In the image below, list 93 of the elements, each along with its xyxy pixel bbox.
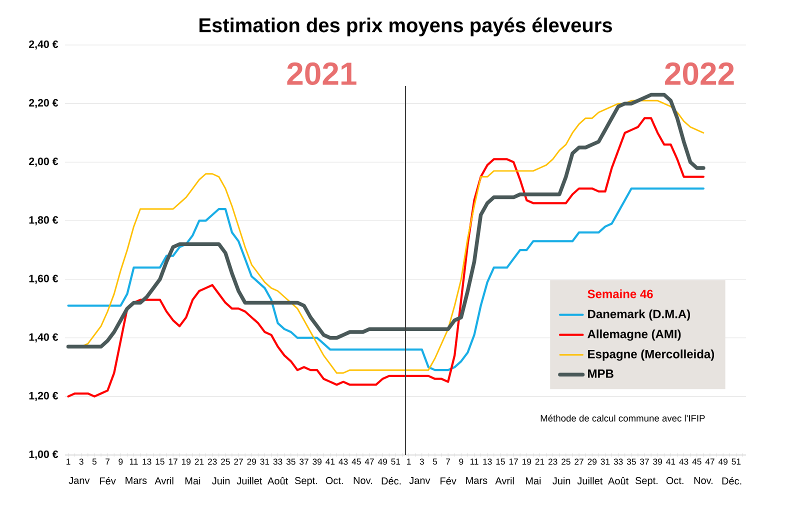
legend-title: Semaine 46	[588, 289, 653, 298]
x-tick-label: 5	[432, 458, 438, 465]
text: Avril	[495, 477, 514, 484]
x-tick-label: 33	[273, 458, 282, 465]
x-tick-label: 47	[705, 458, 714, 465]
x-tick-label: 5	[92, 458, 97, 465]
legend-label: Espagne (Mercolleida)	[588, 350, 714, 361]
text: Mars	[466, 477, 488, 484]
text: Nov.	[354, 477, 372, 484]
x-tick-label: 15	[496, 458, 505, 465]
x-tick-label: 3	[79, 458, 84, 465]
y-tick-label: 2,40 €	[29, 40, 58, 50]
x-tick-label: 33	[614, 458, 623, 465]
text: Août	[268, 477, 288, 484]
x-tick-label: 21	[535, 458, 544, 465]
y-tick-label: 1,40 €	[29, 333, 58, 342]
x-tick-label: 17	[509, 458, 518, 465]
x-tick-label: 37	[640, 458, 649, 465]
x-tick-label: 29	[588, 458, 597, 465]
x-tick-label: 1	[407, 458, 411, 465]
x-tick-label: 27	[574, 458, 584, 465]
legend-label: Allemagne (AMI)	[588, 329, 681, 341]
x-tick-label: 19	[522, 458, 532, 465]
x-tick-label: 9	[459, 458, 464, 465]
x-tick-label: 49	[378, 458, 387, 465]
y-tick-label: 2,20 €	[29, 99, 58, 108]
text: Juin	[212, 477, 230, 484]
x-tick-label: 43	[679, 458, 688, 465]
x-tick-label: 51	[391, 458, 400, 465]
x-tick-label: 13	[142, 458, 152, 465]
x-tick-label: 3	[420, 458, 424, 465]
x-tick-label: 25	[221, 458, 230, 465]
text: Mai	[185, 477, 200, 484]
legend-label: Danemark (D.M.A)	[588, 309, 690, 321]
x-tick-label: 31	[260, 458, 270, 465]
x-tick-label: 35	[626, 458, 636, 465]
x-tick-label: 19	[182, 458, 191, 465]
x-tick-label: 41	[666, 458, 676, 465]
x-tick-label: 37	[300, 458, 308, 465]
text: Fév	[440, 477, 456, 485]
x-tick-label: 45	[692, 458, 702, 465]
annotation: 2022	[665, 62, 734, 86]
x-tick-label: 23	[208, 458, 217, 465]
text: Juin	[552, 477, 570, 484]
x-tick-label: 27	[234, 458, 243, 465]
x-tick-label: 49	[718, 458, 728, 465]
y-tick-label: 1,80 €	[29, 216, 58, 226]
x-tick-label: 23	[548, 458, 558, 465]
text: Mai	[526, 477, 541, 484]
text: Oct.	[326, 477, 343, 484]
text: Nov.	[694, 477, 712, 484]
text: Juillet	[577, 477, 603, 484]
text: Janv	[68, 477, 90, 484]
x-tick-label: 17	[168, 458, 178, 465]
y-tick-label: 1,00 €	[29, 450, 58, 460]
x-tick-label: 29	[247, 458, 256, 465]
y-tick-label: 1,60 €	[29, 274, 58, 284]
x-tick-label: 43	[338, 458, 348, 465]
x-tick-label: 31	[600, 458, 610, 465]
x-tick-label: 15	[156, 458, 164, 465]
text: Sept.	[635, 477, 658, 486]
text: Avril	[154, 477, 174, 484]
text: Déc.	[722, 477, 742, 485]
x-tick-label: 41	[326, 458, 335, 465]
annotation: Méthode de calcul commune avec l'IFIP	[540, 414, 705, 422]
legend-label: MPB	[588, 370, 614, 378]
text: Août	[608, 477, 629, 484]
chart-title: Estimation des prix moyens payés éleveurs	[200, 17, 612, 36]
x-tick-label: 9	[118, 458, 123, 465]
x-tick-label: 13	[483, 458, 492, 465]
x-tick-label: 21	[194, 458, 204, 465]
text: Juillet	[236, 477, 262, 484]
y-tick-label: 1,20 €	[29, 392, 58, 401]
text: Sept.	[294, 477, 317, 486]
text: Oct.	[666, 477, 684, 484]
x-tick-label: 7	[106, 458, 110, 465]
x-tick-label: 51	[732, 458, 741, 465]
x-tick-label: 45	[352, 458, 361, 465]
x-tick-label: 11	[470, 458, 478, 465]
x-tick-label: 25	[562, 458, 570, 465]
text: Mars	[126, 477, 147, 484]
annotation: 2021	[287, 62, 356, 86]
text: Fév	[100, 477, 116, 485]
x-tick-label: 11	[130, 458, 138, 465]
x-tick-label: 39	[312, 458, 322, 465]
text: Janv	[409, 477, 430, 484]
x-tick-label: 1	[66, 458, 70, 465]
x-tick-label: 7	[446, 458, 450, 465]
x-tick-label: 47	[364, 458, 374, 465]
x-tick-label: 39	[653, 458, 662, 465]
y-tick-label: 2,00 €	[29, 158, 58, 167]
x-tick-label: 35	[286, 458, 296, 465]
text: Déc.	[382, 477, 401, 485]
